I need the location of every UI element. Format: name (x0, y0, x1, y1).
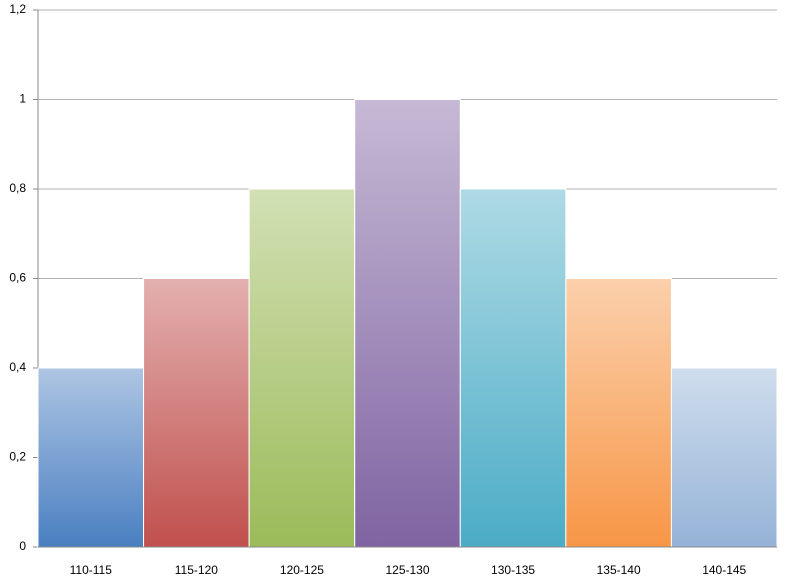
y-tick-label: 1,2 (9, 2, 26, 16)
x-tick-label: 120-125 (280, 563, 324, 577)
bar (248, 188, 356, 548)
bar (354, 99, 461, 548)
y-tick-label: 0 (19, 539, 26, 553)
y-tick-label: 0,6 (9, 271, 26, 285)
y-tick-label: 1 (19, 92, 26, 106)
x-tick-label: 130-135 (491, 563, 535, 577)
y-tick-label: 0,8 (9, 181, 26, 195)
x-tick-label: 135-140 (597, 563, 641, 577)
x-tick-label: 115-120 (175, 563, 218, 577)
x-tick-label: 125-130 (385, 563, 429, 577)
bar (670, 367, 778, 548)
y-tick-label: 0,4 (9, 360, 26, 374)
bar (459, 188, 567, 548)
y-tick-label: 0,2 (9, 450, 26, 464)
x-tick-label: 110-115 (70, 563, 113, 577)
bar (37, 367, 145, 548)
x-tick-label: 140-145 (702, 563, 746, 577)
bar (143, 278, 250, 548)
bar (565, 278, 672, 548)
